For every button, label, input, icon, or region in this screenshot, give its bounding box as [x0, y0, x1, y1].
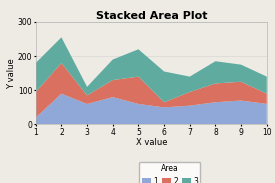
Legend: 1, 2, 3: 1, 2, 3	[139, 162, 200, 183]
X-axis label: X value: X value	[136, 138, 167, 147]
Title: Stacked Area Plot: Stacked Area Plot	[95, 11, 207, 21]
Y-axis label: Y value: Y value	[7, 58, 16, 89]
